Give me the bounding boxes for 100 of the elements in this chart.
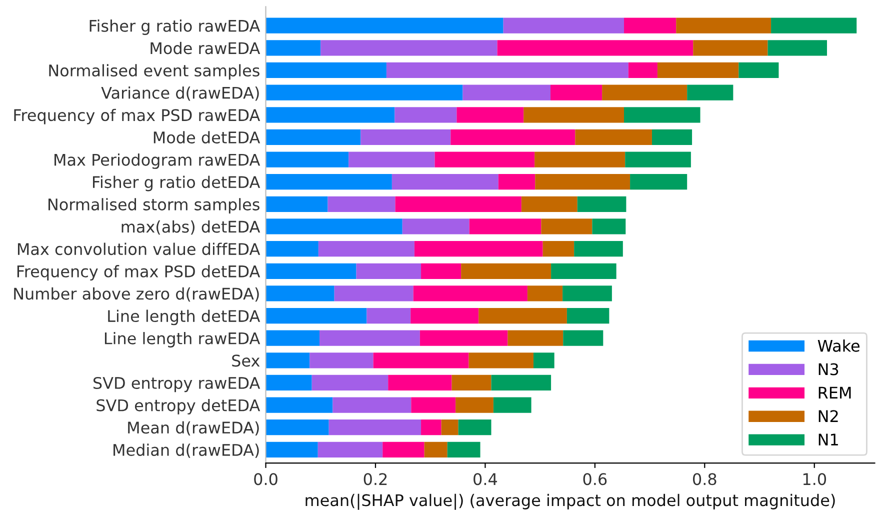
x-axis-title: mean(|SHAP value|) (average impact on model output magnitude) — [306, 494, 835, 510]
y-tick-label: Max Periodogram rawEDA — [54, 153, 260, 169]
bar — [392, 174, 498, 190]
bar — [456, 397, 494, 413]
bar — [687, 84, 734, 100]
y-tick-label: Frequency of max PSD detEDA — [17, 265, 260, 281]
bar — [410, 308, 479, 324]
bar — [535, 174, 630, 190]
y-tick-label: Normalised storm samples — [48, 198, 260, 214]
bar — [373, 352, 469, 368]
bar — [491, 374, 552, 391]
y-tick-label: Mode rawEDA — [150, 42, 260, 54]
bar — [738, 62, 779, 78]
legend-label: N1 — [818, 434, 838, 446]
bar — [493, 397, 532, 413]
bar — [266, 40, 321, 56]
bar — [527, 286, 563, 302]
bar — [461, 263, 552, 279]
x-tick-label: 0.4 — [474, 473, 498, 486]
bar — [478, 308, 567, 324]
bar — [266, 18, 504, 34]
bar — [266, 174, 392, 190]
bar — [628, 62, 658, 78]
y-tick-label: Normalised event samples — [49, 64, 260, 80]
bar — [266, 152, 349, 168]
bar — [266, 308, 367, 324]
bar — [563, 330, 604, 346]
x-tick-label: 0.8 — [693, 473, 716, 486]
y-tick-label: Line length rawEDA — [104, 332, 260, 348]
x-tick-label: 0.0 — [254, 473, 278, 486]
bar — [402, 218, 470, 234]
bar — [266, 374, 312, 391]
legend-label: REM — [818, 386, 851, 398]
bar — [462, 84, 550, 100]
y-tick-label: Line length detEDA — [108, 310, 260, 326]
bar — [434, 152, 535, 168]
bar — [503, 18, 624, 34]
bar — [575, 129, 652, 146]
bar — [266, 420, 329, 436]
bar — [630, 174, 688, 190]
bar — [310, 352, 374, 368]
bar — [266, 397, 333, 413]
bar — [266, 263, 356, 279]
bar — [566, 308, 610, 324]
bar — [624, 18, 676, 34]
bar — [266, 240, 318, 257]
bar — [388, 374, 452, 391]
bar — [498, 174, 536, 190]
bar — [424, 442, 448, 458]
x-tick-label: 0.6 — [583, 473, 607, 486]
y-tick-label: Mean d(rawEDA) — [128, 421, 259, 436]
bar — [320, 330, 420, 346]
bar — [312, 374, 388, 391]
y-tick-label: Max convolution value diffEDA — [18, 242, 260, 256]
bar — [318, 442, 383, 458]
bar — [452, 374, 492, 391]
y-tick-label: Number above zero d(rawEDA) — [14, 287, 259, 302]
bar — [266, 286, 334, 302]
bar — [657, 62, 739, 78]
x-tick-label: 1.0 — [803, 473, 826, 486]
bar — [441, 420, 458, 436]
bar — [469, 218, 542, 234]
bar — [348, 152, 435, 168]
bar — [458, 420, 492, 436]
bar — [542, 240, 574, 257]
bar — [551, 263, 616, 279]
bar — [266, 129, 361, 146]
bar — [413, 286, 528, 302]
bar — [533, 352, 554, 368]
bar — [468, 352, 534, 368]
y-tick-label: max(abs) detEDA — [122, 220, 260, 235]
bar — [320, 40, 498, 56]
bar — [524, 107, 624, 123]
bar — [356, 263, 422, 279]
y-tick-label: Fisher g ratio detEDA — [93, 176, 260, 192]
bar — [395, 196, 522, 212]
bar — [366, 308, 411, 324]
bar — [562, 286, 612, 302]
bar — [421, 420, 442, 436]
bar — [328, 420, 422, 436]
bar — [318, 240, 414, 257]
bar — [266, 330, 320, 346]
bar — [411, 397, 456, 413]
bar — [768, 40, 827, 56]
legend-label: N3 — [818, 363, 838, 376]
bar — [602, 84, 688, 100]
bar — [625, 152, 691, 168]
bar — [266, 442, 318, 458]
bar — [624, 107, 700, 123]
bar — [394, 107, 457, 123]
legend-label: N2 — [818, 410, 838, 422]
y-tick-label: Mode detEDA — [154, 131, 260, 144]
y-tick-label: Median d(rawEDA) — [114, 444, 259, 458]
bar — [332, 397, 412, 413]
y-tick-label: Fisher g ratio rawEDA — [90, 20, 260, 35]
bar — [574, 240, 623, 257]
bar — [386, 62, 628, 78]
bar — [450, 129, 576, 146]
bar — [447, 442, 480, 458]
bar — [266, 352, 310, 368]
